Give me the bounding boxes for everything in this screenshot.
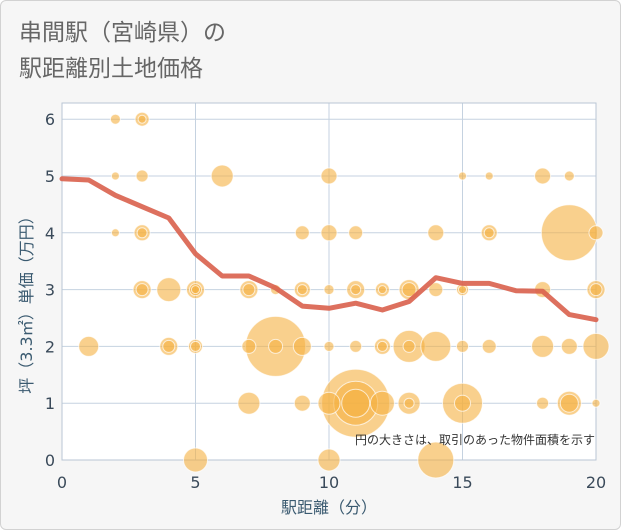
y-tick-label: 4 bbox=[45, 224, 55, 243]
bubble-point bbox=[403, 397, 415, 409]
bubble-point bbox=[369, 390, 395, 416]
bubble-point bbox=[563, 170, 575, 182]
y-tick-label: 6 bbox=[45, 110, 55, 129]
bubble-point bbox=[323, 340, 335, 352]
y-tick-label: 2 bbox=[45, 337, 55, 356]
bubble-layer bbox=[78, 111, 610, 479]
bubble-point bbox=[588, 225, 604, 241]
bubble-point bbox=[317, 391, 341, 415]
y-tick-label: 1 bbox=[45, 394, 55, 413]
bubble-point bbox=[534, 167, 552, 185]
bubble-point bbox=[210, 164, 234, 188]
chart-title: 串間駅（宮崎県）の 駅距離別土地価格 bbox=[19, 15, 226, 87]
bubble-point bbox=[237, 391, 261, 415]
y-tick-label: 0 bbox=[45, 451, 55, 470]
bubble-point bbox=[136, 227, 148, 239]
bubble-point bbox=[531, 334, 555, 358]
bubble-point bbox=[458, 171, 467, 181]
bubble-point bbox=[110, 228, 120, 238]
bubble-point bbox=[78, 335, 100, 357]
bubble-point bbox=[323, 284, 335, 296]
bubble-point bbox=[454, 394, 471, 412]
x-tick-label: 20 bbox=[586, 473, 606, 492]
bubble-point bbox=[589, 283, 603, 297]
bubble-point bbox=[484, 171, 494, 181]
chart-title-line-1: 串間駅（宮崎県）の bbox=[19, 20, 226, 46]
x-tick-label: 0 bbox=[57, 473, 67, 492]
bubble-point bbox=[377, 285, 387, 295]
bubble-point bbox=[190, 340, 201, 352]
bubble-point bbox=[456, 339, 469, 353]
chart-title-line-2: 駅距離別土地価格 bbox=[19, 56, 203, 82]
bubble-point bbox=[401, 282, 417, 298]
bubble-point bbox=[350, 284, 362, 296]
bubble-point bbox=[109, 113, 121, 125]
bubble-point bbox=[483, 227, 495, 239]
bubble-point bbox=[268, 338, 284, 354]
bubble-point bbox=[349, 339, 363, 353]
bubble-point bbox=[348, 225, 364, 241]
x-axis-label: 駅距離（分） bbox=[281, 498, 377, 517]
x-tick-label: 15 bbox=[452, 473, 472, 492]
bubble-point bbox=[294, 225, 310, 241]
bubble-point bbox=[481, 338, 497, 354]
bubble-size-note: 円の大きさは、取引のあった物件面積を示す bbox=[355, 432, 595, 447]
bubble-point bbox=[191, 285, 200, 295]
average-price-line bbox=[59, 176, 599, 323]
x-tick-label: 10 bbox=[319, 473, 339, 492]
x-tick-label: 5 bbox=[190, 473, 200, 492]
bubble-point bbox=[242, 283, 256, 297]
bubble-point bbox=[458, 285, 467, 295]
bubble-point bbox=[293, 394, 311, 412]
y-tick-label: 5 bbox=[45, 167, 55, 186]
bubble-point bbox=[427, 224, 445, 242]
y-tick-labels: 0 1 2 3 4 5 6 bbox=[45, 110, 55, 470]
bubble-point bbox=[137, 114, 147, 124]
bubble-point bbox=[135, 169, 149, 183]
bubble-point bbox=[376, 340, 388, 352]
bubble-point bbox=[296, 284, 308, 296]
y-tick-label: 3 bbox=[45, 281, 55, 300]
bubble-point bbox=[183, 447, 208, 473]
bubble-point bbox=[156, 277, 182, 303]
bubble-point bbox=[591, 398, 601, 408]
x-tick-labels: 0 5 10 15 20 bbox=[57, 473, 606, 492]
bubble-point bbox=[341, 388, 371, 418]
bubble-point bbox=[317, 448, 341, 472]
bubble-point bbox=[292, 336, 312, 356]
bubble-point bbox=[560, 337, 578, 355]
bubble-point bbox=[162, 339, 176, 353]
bubble-point bbox=[402, 339, 416, 353]
bubble-point bbox=[320, 167, 338, 185]
bubble-point bbox=[536, 396, 550, 410]
bubble-point bbox=[135, 283, 149, 297]
y-axis-label: 坪（3.3㎡）単価（万円） bbox=[17, 208, 36, 393]
bubble-point bbox=[582, 332, 610, 360]
bubble-point bbox=[559, 393, 579, 413]
bubble-point bbox=[417, 441, 455, 479]
bubble-point bbox=[420, 330, 452, 362]
bubble-point bbox=[110, 171, 120, 181]
bubble-point bbox=[241, 338, 257, 354]
bubble-point bbox=[428, 282, 444, 298]
bubble-point bbox=[320, 224, 338, 242]
